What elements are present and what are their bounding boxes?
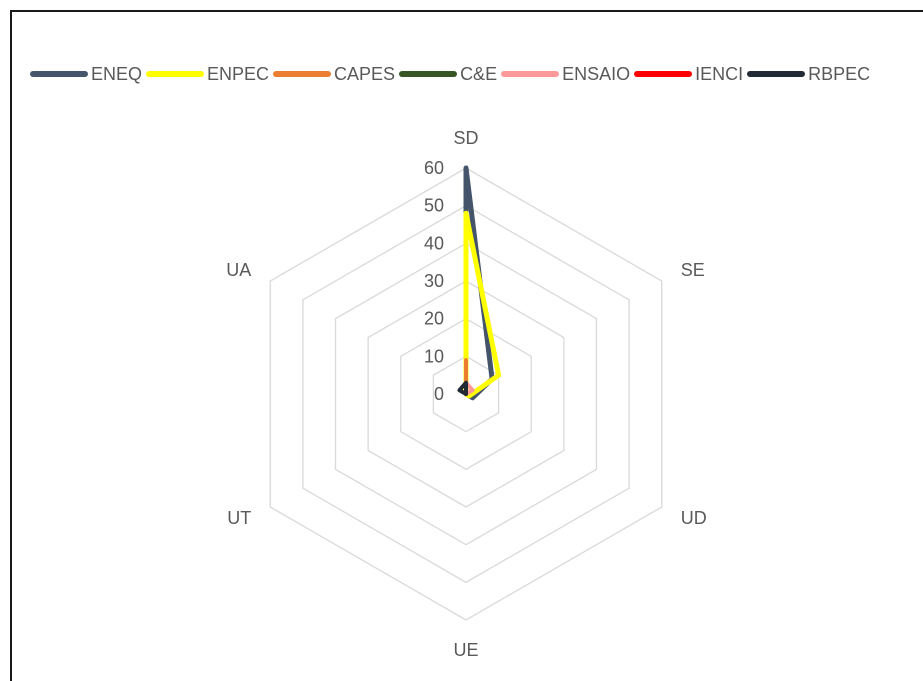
legend-label: C&E [460,63,498,84]
radar-series [457,165,502,401]
grid-ring [334,242,598,546]
tick-label: 40 [424,233,444,253]
series-line [463,210,502,399]
grid-ring [400,317,532,471]
legend-label: CAPES [334,63,396,84]
tick-label: 50 [424,196,444,216]
legend-label: IENCI [695,63,744,84]
legend-label: ENPEC [207,63,270,84]
axis-label: UA [226,260,251,280]
tick-label: 10 [424,346,444,366]
legend-label: ENSAIO [562,63,631,84]
axis-label: SD [453,128,478,148]
tick-label: 30 [424,271,444,291]
legend-item: RBPEC [747,64,870,85]
legend: ENEQ ENPEC CAPES C&E ENSAIO IENCI RBPEC [30,60,874,88]
radar-grid [269,167,663,621]
legend-label: ENEQ [91,63,143,84]
series-line [457,380,468,396]
legend-swatch [273,71,332,77]
legend-swatch [634,71,693,77]
legend-swatch [30,71,88,77]
chart-frame [10,10,923,681]
grid-ring [367,280,565,508]
legend-item: CAPES [273,64,395,85]
legend-item: ENSAIO [501,64,630,85]
axis-label: UT [227,508,251,528]
axis-label: UE [453,640,478,660]
grid-ring [269,167,663,621]
legend-swatch [501,71,560,77]
axis-label: SE [681,260,705,280]
legend-item: IENCI [634,64,743,85]
grid-ring [302,204,630,584]
legend-label: RBPEC [808,63,871,84]
legend-swatch [747,71,806,77]
legend-item: C&E [399,64,497,85]
axis-labels: SD SE UD UE UT UA [226,128,707,660]
tick-label: 60 [424,158,444,178]
axis-label: UD [681,508,707,528]
tick-label: 0 [434,384,444,404]
legend-swatch [146,71,205,77]
legend-swatch [399,71,458,77]
legend-item: ENEQ [30,64,142,85]
radial-tick-labels: 0 10 20 30 40 50 60 [424,158,444,404]
tick-label: 20 [424,309,444,329]
legend-item: ENPEC [146,64,269,85]
